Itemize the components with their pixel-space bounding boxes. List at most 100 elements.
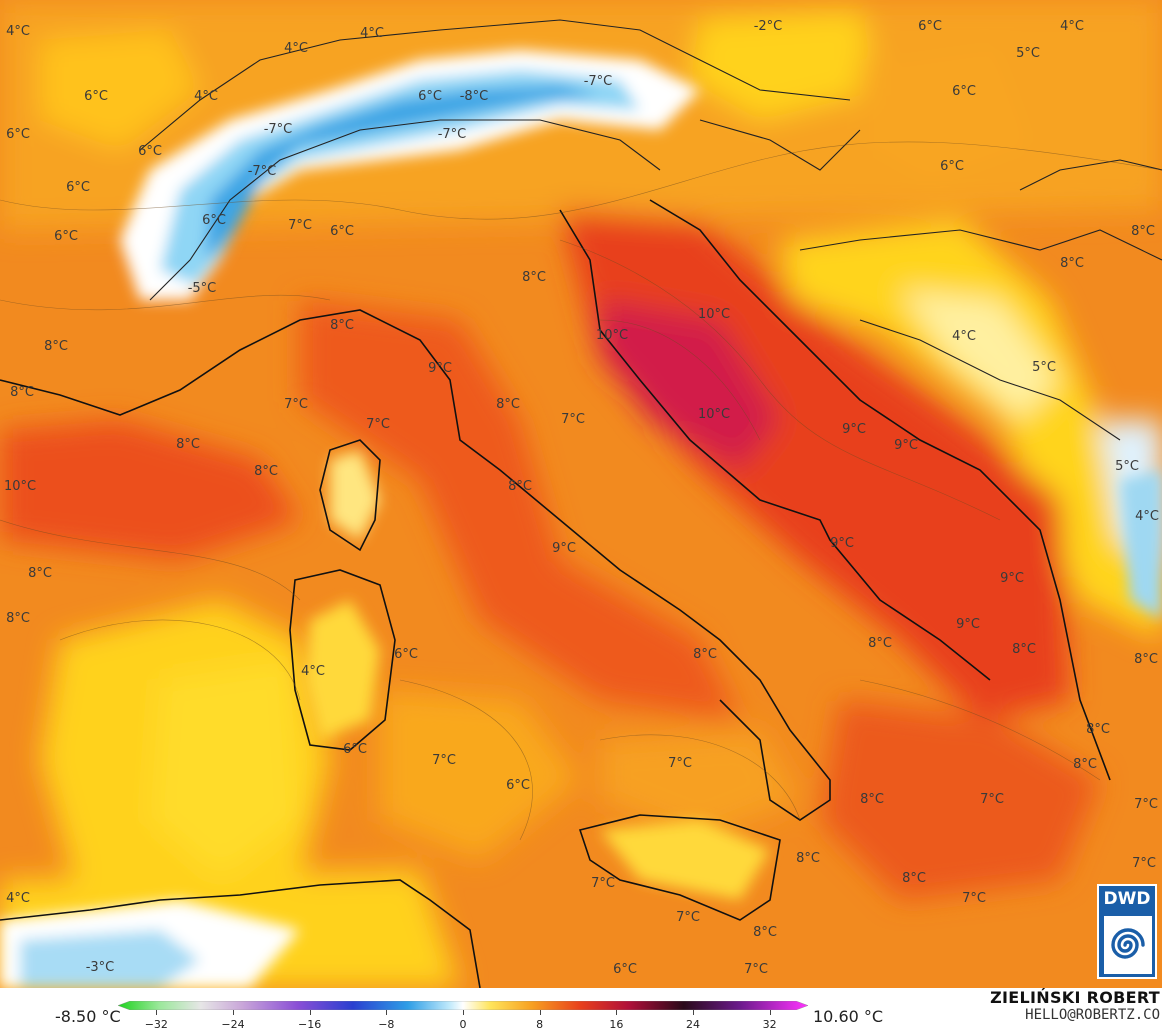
temperature-label: 7°C [284, 397, 308, 412]
temperature-label: 7°C [1134, 797, 1158, 812]
temperature-label: 8°C [868, 636, 892, 651]
temperature-label: 6°C [138, 144, 162, 159]
temperature-label: 8°C [10, 385, 34, 400]
temperature-label: 9°C [842, 422, 866, 437]
legend-tick-mark [233, 1010, 234, 1015]
legend-tick-label: −8 [378, 1018, 395, 1031]
temperature-label: 10°C [698, 407, 730, 422]
temperature-label: 7°C [962, 891, 986, 906]
temperature-label: 4°C [6, 891, 30, 906]
temperature-label: -3°C [86, 960, 115, 975]
legend-tick-mark [463, 1010, 464, 1015]
author-credit: ZIELIŃSKI ROBERT HELLO@ROBERTZ.CO [990, 988, 1160, 1023]
temperature-label: 6°C [54, 229, 78, 244]
author-name: ZIELIŃSKI ROBERT [990, 988, 1160, 1007]
temperature-label: 4°C [952, 329, 976, 344]
legend-ticks: −32 −24 −16 −8 0 8 16 24 32 [118, 1018, 808, 1032]
temperature-label: 8°C [330, 318, 354, 333]
author-email: HELLO@ROBERTZ.CO [1025, 1007, 1160, 1023]
legend-tick-label: 16 [609, 1018, 624, 1031]
temperature-labels: 4°C 4°C 4°C -2°C 6°C 4°C 5°C 6°C 4°C 6°C -8°C -7°C 6… [4, 19, 1159, 977]
temperature-label: 8°C [860, 792, 884, 807]
temperature-label: 8°C [176, 437, 200, 452]
temperature-label: 8°C [902, 871, 926, 886]
temperature-label: 4°C [1135, 509, 1159, 524]
temperature-label: 9°C [1000, 571, 1024, 586]
legend-tick-mark [616, 1010, 618, 1015]
temperature-label: 6°C [330, 224, 354, 239]
legend-tick-mark [769, 1010, 771, 1015]
temperature-label: 7°C [744, 962, 768, 977]
temperature-label: 7°C [288, 218, 312, 233]
temperature-label: 7°C [366, 417, 390, 432]
dwd-logo: DWD [1097, 884, 1157, 979]
temperature-label: 5°C [1032, 360, 1056, 375]
legend-tick-label: 8 [536, 1018, 544, 1031]
temperature-label: 8°C [1134, 652, 1158, 667]
temperature-label: 4°C [6, 24, 30, 39]
temperature-label: -7°C [438, 127, 467, 142]
temperature-label: 4°C [194, 89, 218, 104]
temperature-label: 8°C [693, 647, 717, 662]
temperature-label: 9°C [894, 438, 918, 453]
temperature-label: 7°C [591, 876, 615, 891]
legend-tick-label: 32 [762, 1018, 777, 1031]
temperature-label: 7°C [676, 910, 700, 925]
temperature-label: 6°C [506, 778, 530, 793]
temperature-label: 8°C [1073, 757, 1097, 772]
temperature-label: -7°C [584, 74, 613, 89]
temperature-label: 8°C [1131, 224, 1155, 239]
legend-min-value: -8.50 °C [55, 1007, 121, 1026]
temperature-label: 8°C [796, 851, 820, 866]
temperature-label: -7°C [264, 122, 293, 137]
legend-max-value: 10.60 °C [813, 1007, 884, 1026]
temperature-label: 9°C [956, 617, 980, 632]
temperature-label: 6°C [918, 19, 942, 34]
temperature-label: 6°C [6, 127, 30, 142]
legend-tick-mark [386, 1010, 388, 1015]
temperature-label: 4°C [1060, 19, 1084, 34]
temperature-label: 10°C [596, 328, 628, 343]
temperature-label: 9°C [428, 361, 452, 376]
temperature-label: 6°C [84, 89, 108, 104]
temperature-label: 8°C [44, 339, 68, 354]
temperature-label: 5°C [1115, 459, 1139, 474]
temperature-label: 8°C [28, 566, 52, 581]
temperature-map: 4°C 4°C 4°C -2°C 6°C 4°C 5°C 6°C 4°C 6°C -8°C -7°C 6… [0, 0, 1162, 988]
temperature-label: 8°C [1086, 722, 1110, 737]
temperature-label: 6°C [613, 962, 637, 977]
legend-tick-mark [539, 1010, 541, 1015]
legend-tick-label: 24 [686, 1018, 700, 1031]
temperature-label: 10°C [698, 307, 730, 322]
isotherms [0, 141, 1162, 841]
temperature-label: 8°C [254, 464, 278, 479]
temperature-label: 7°C [561, 412, 585, 427]
temperature-label: -2°C [754, 19, 783, 34]
legend-tick-mark [309, 1010, 311, 1015]
temperature-label: -8°C [460, 89, 489, 104]
temperature-label: 10°C [4, 479, 36, 494]
temperature-label: 8°C [508, 479, 532, 494]
dwd-logo-text: DWD [1103, 889, 1151, 909]
temperature-label: 7°C [980, 792, 1004, 807]
legend-tick-label: −24 [221, 1018, 245, 1031]
temperature-label: 4°C [360, 26, 384, 41]
legend-tick-mark [693, 1010, 694, 1015]
temperature-label: 8°C [522, 270, 546, 285]
temperature-label: 7°C [1132, 856, 1156, 871]
temperature-label: 6°C [343, 742, 367, 757]
legend-tick-label: −32 [144, 1018, 168, 1031]
legend-tick-label: −16 [298, 1018, 322, 1031]
legend-tick-mark [156, 1010, 158, 1015]
temperature-label: 6°C [394, 647, 418, 662]
temperature-label: 9°C [830, 536, 854, 551]
coastlines [0, 199, 1111, 988]
temperature-label: 7°C [432, 753, 456, 768]
temperature-label: 6°C [66, 180, 90, 195]
temperature-label: 6°C [418, 89, 442, 104]
temperature-label: 4°C [301, 664, 325, 679]
swirl-icon [1104, 916, 1152, 974]
temperature-label: 6°C [952, 84, 976, 99]
color-scale-bar [118, 1001, 808, 1010]
color-legend: -8.50 °C −32 −24 −16− [0, 988, 1162, 1035]
